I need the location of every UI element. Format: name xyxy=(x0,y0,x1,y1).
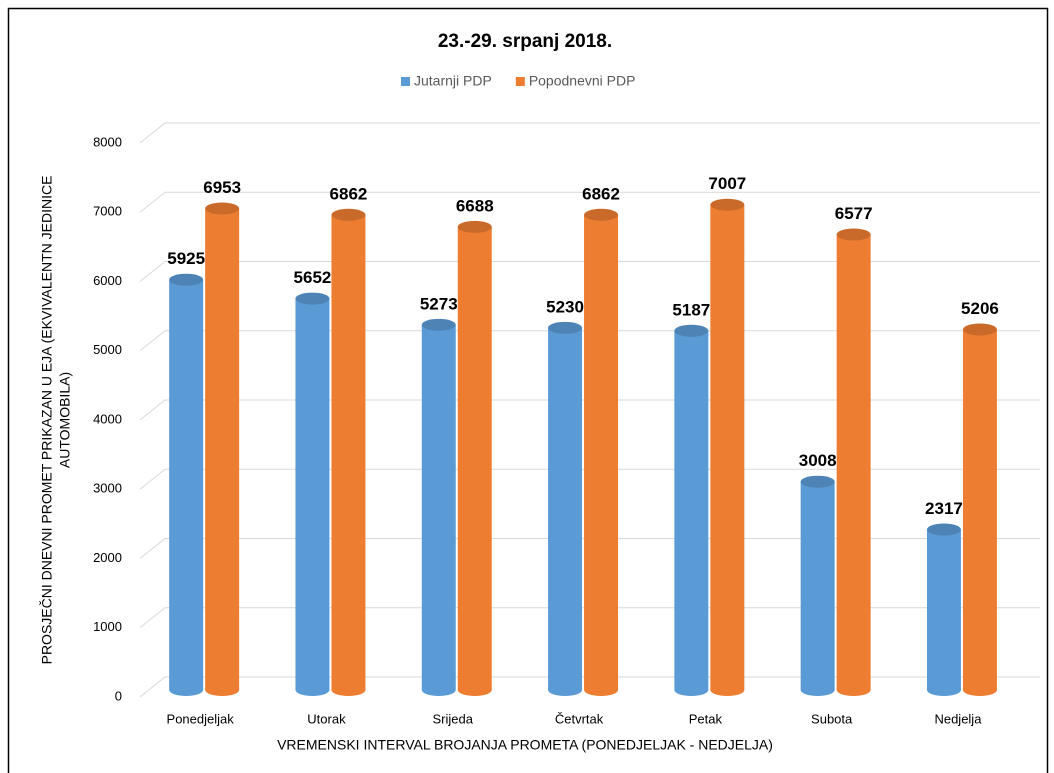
bar-top xyxy=(548,321,583,334)
bar-top xyxy=(926,523,961,536)
bar-top xyxy=(584,208,619,221)
grid-line xyxy=(139,468,1040,490)
data-label: 6862 xyxy=(330,184,368,203)
bar xyxy=(205,208,240,696)
bar-top xyxy=(421,318,456,331)
data-label: 6862 xyxy=(582,184,620,203)
data-label: 5230 xyxy=(546,297,584,316)
bar xyxy=(584,214,619,696)
bar xyxy=(169,279,204,696)
grid-line xyxy=(139,607,1040,629)
y-tick-label: 6000 xyxy=(93,273,122,288)
bar xyxy=(674,330,709,696)
grid-line xyxy=(139,122,1040,144)
legend-swatch xyxy=(401,77,410,86)
data-label: 5652 xyxy=(294,268,332,287)
x-tick-label: Subota xyxy=(811,711,853,726)
legend-swatch xyxy=(515,77,525,86)
y-tick-label: 4000 xyxy=(93,411,122,426)
y-tick-label: 3000 xyxy=(93,481,122,496)
legend-label: Popodnevni PDP xyxy=(529,73,636,89)
bar-top xyxy=(674,324,709,337)
bar xyxy=(331,214,366,696)
bar-top xyxy=(295,292,330,305)
grid-line xyxy=(139,399,1040,421)
bar-top xyxy=(836,228,871,241)
data-label: 2317 xyxy=(925,499,963,518)
data-label: 6688 xyxy=(456,196,494,215)
y-axis-label: PROSJEČNI DNEVNI PROMET PRIKAZAN U EJA (… xyxy=(39,176,73,665)
bar-top xyxy=(800,475,835,488)
grid-line xyxy=(139,330,1040,352)
grid-line xyxy=(139,261,1040,282)
grid-line xyxy=(139,191,1040,213)
bar xyxy=(926,529,961,696)
x-tick-label: Srijeda xyxy=(433,711,474,726)
y-tick-label: 5000 xyxy=(93,342,122,357)
x-axis-label: VREMENSKI INTERVAL BROJANJA PROMETA (PON… xyxy=(277,737,773,753)
data-label: 6577 xyxy=(835,204,873,223)
bar-top xyxy=(331,208,366,221)
bar-top xyxy=(205,202,240,215)
y-axis-label-line: AUTOMOBILA) xyxy=(57,372,73,468)
legend-label: Jutarnji PDP xyxy=(414,73,492,89)
grid-line xyxy=(139,676,1040,698)
legend: Jutarnji PDP Popodnevni PDP xyxy=(401,73,635,89)
bar xyxy=(548,327,583,696)
y-tick-label: 7000 xyxy=(93,204,122,219)
x-tick-label: Ponedjeljak xyxy=(167,711,235,726)
grid-line xyxy=(139,538,1040,559)
bar-top xyxy=(962,323,997,336)
data-label: 6953 xyxy=(203,178,241,197)
bar xyxy=(295,298,330,696)
x-tick-label: Nedjelja xyxy=(934,711,982,726)
data-label: 5187 xyxy=(672,300,710,319)
x-tick-label: Četvrtak xyxy=(555,711,604,726)
bar xyxy=(421,324,456,696)
data-label: 5273 xyxy=(420,294,458,313)
x-tick-label: Utorak xyxy=(307,711,346,726)
y-tick-label: 0 xyxy=(115,688,122,703)
chart-title: 23.-29. srpanj 2018. xyxy=(438,31,612,52)
data-label: 5206 xyxy=(961,299,999,318)
data-label: 3008 xyxy=(799,451,837,470)
y-tick-label: 1000 xyxy=(93,619,122,634)
bar-top xyxy=(710,198,745,211)
bar xyxy=(457,226,492,696)
bar xyxy=(710,204,745,696)
bar xyxy=(962,329,997,696)
y-axis-label-line: PROSJEČNI DNEVNI PROMET PRIKAZAN U EJA (… xyxy=(39,176,55,665)
bar-top xyxy=(169,273,204,286)
y-tick-label: 2000 xyxy=(93,550,122,565)
bar-top xyxy=(457,220,492,233)
x-tick-label: Petak xyxy=(689,711,723,726)
bar xyxy=(800,481,835,696)
bar xyxy=(836,234,871,696)
y-tick-label: 8000 xyxy=(93,134,122,149)
data-label: 5925 xyxy=(167,249,205,268)
data-label: 7007 xyxy=(708,174,746,193)
